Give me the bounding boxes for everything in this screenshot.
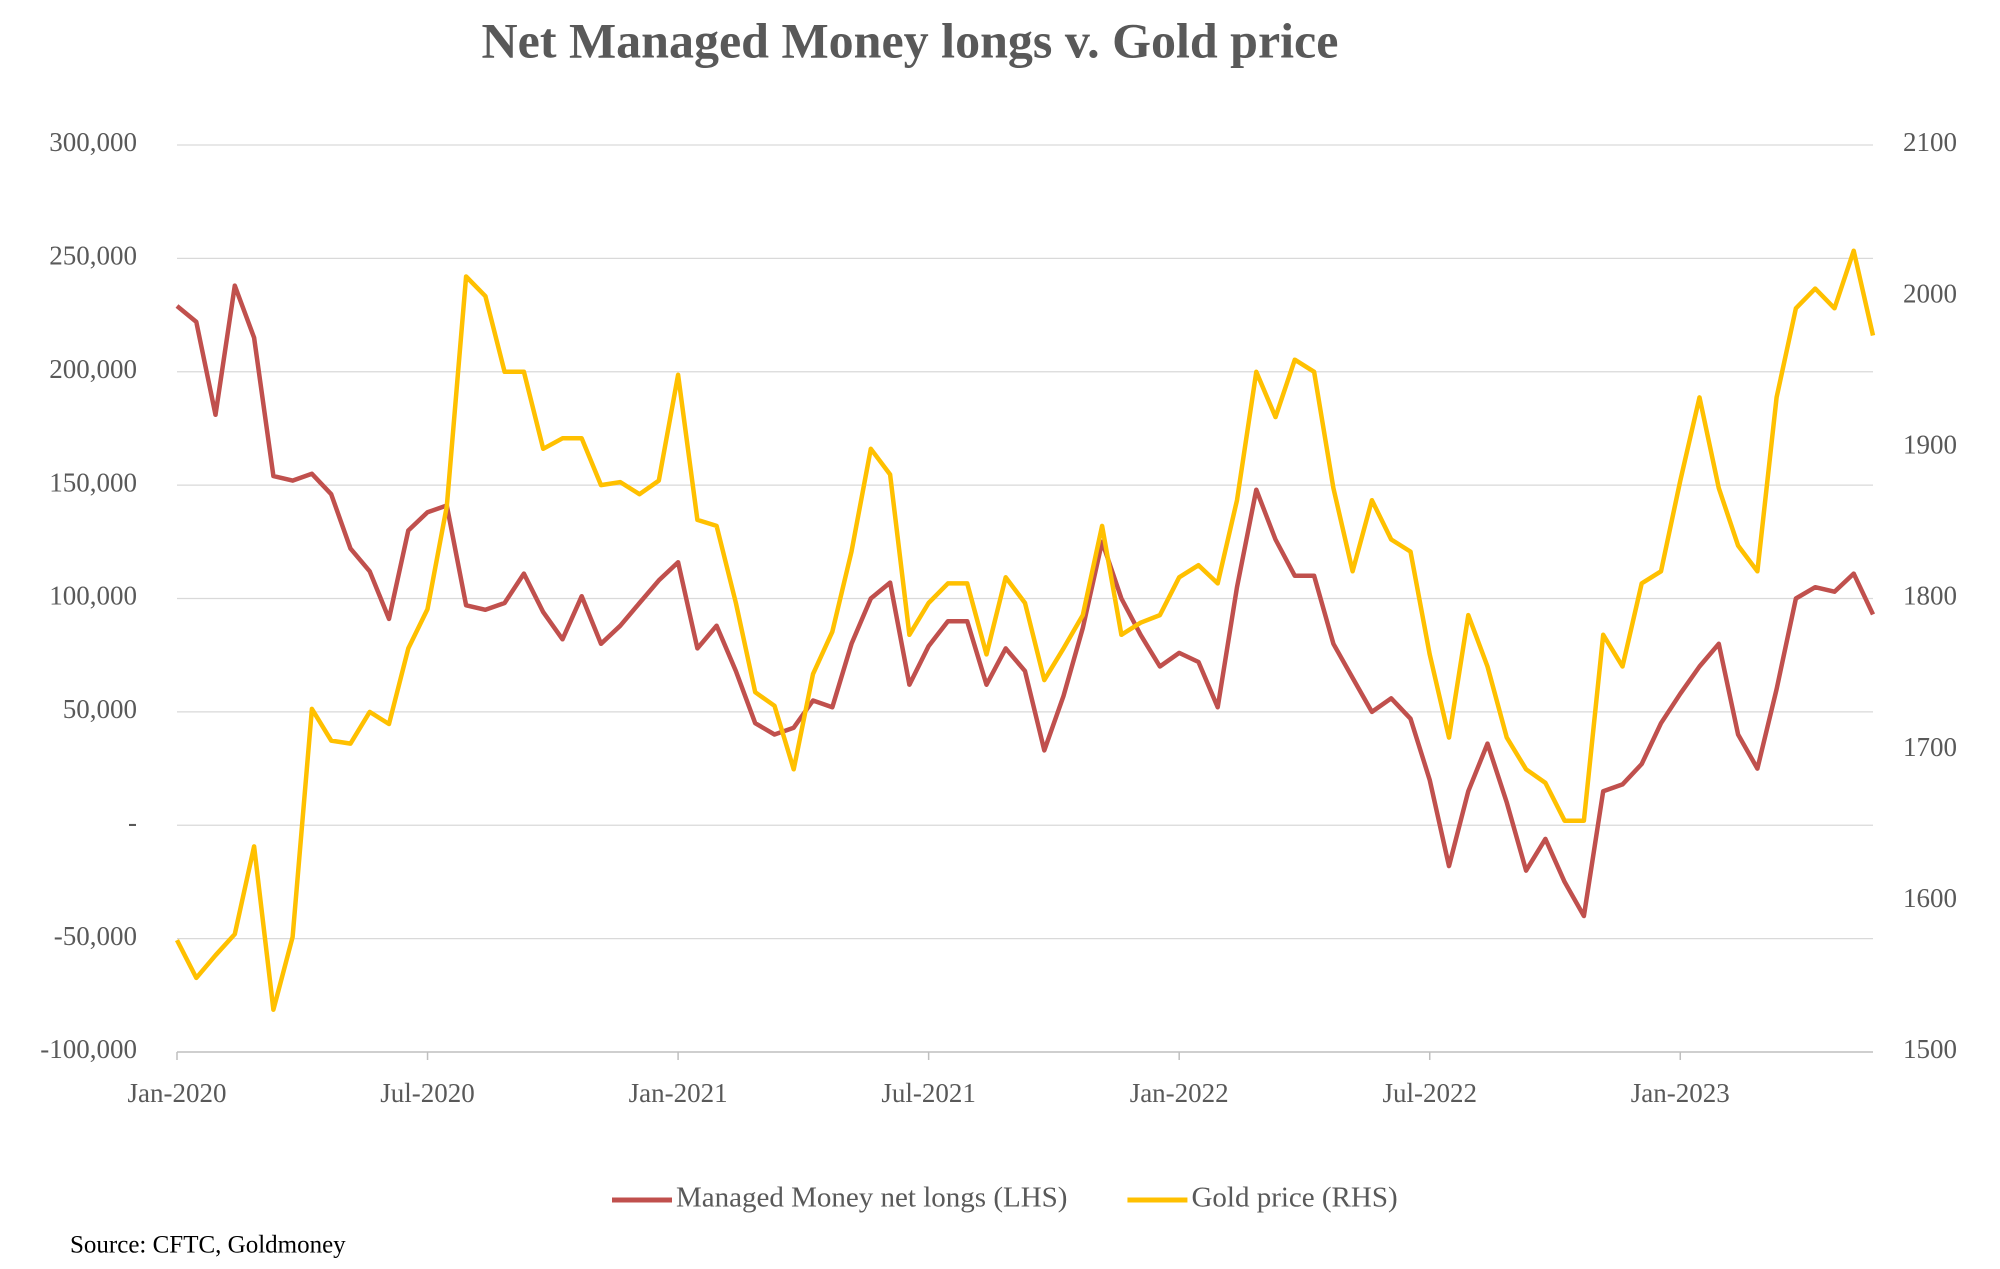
x-tick-label: Jul-2022 [1382,1078,1477,1108]
x-tick-label: Jan-2023 [1631,1078,1730,1108]
y-tick-label: 250,000 [49,241,137,271]
y-tick-label: 200,000 [49,354,137,384]
y2-tick-label: 1800 [1903,581,1957,611]
y2-tick-label: 1500 [1903,1034,1957,1064]
y-tick-label: 300,000 [49,127,137,157]
y2-tick-label: 2100 [1903,127,1957,157]
series-line [175,283,1876,919]
x-tick-label: Jul-2021 [881,1078,976,1108]
x-tick-label: Jul-2020 [380,1078,475,1108]
y-tick-label: 50,000 [63,694,137,724]
y-tick-label: -100,000 [40,1034,137,1064]
source-note: Source: CFTC, Goldmoney [70,1232,346,1259]
y2-tick-label: 1600 [1903,883,1957,913]
legend-label: Gold price (RHS) [1191,1182,1397,1214]
x-tick-label: Jan-2022 [1130,1078,1229,1108]
y-tick-label: 150,000 [49,467,137,497]
y2-tick-label: 2000 [1903,278,1957,308]
x-tick-label: Jan-2021 [629,1078,728,1108]
y-tick-label: -50,000 [54,921,137,951]
legend-label: Managed Money net longs (LHS) [676,1182,1067,1214]
series-line [174,248,1876,1012]
chart-title: Net Managed Money longs v. Gold price [482,12,1339,68]
x-tick-label: Jan-2020 [128,1078,227,1108]
y2-tick-label: 1900 [1903,430,1957,460]
y-tick-label: - [128,807,137,837]
y2-tick-label: 1700 [1903,732,1957,762]
y-tick-label: 100,000 [49,581,137,611]
